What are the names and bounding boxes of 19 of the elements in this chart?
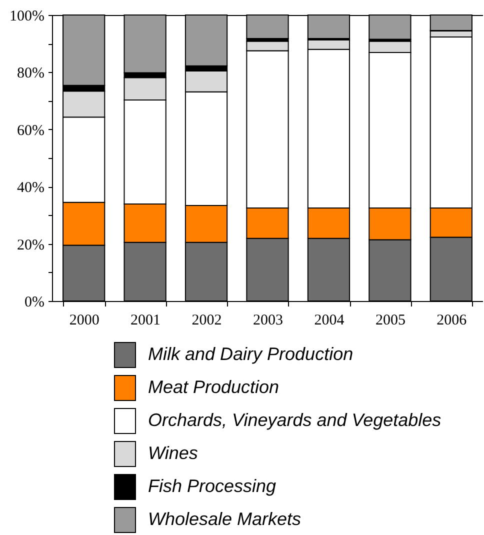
y-tick-label: 0%: [24, 294, 44, 310]
x-tick-label: 2002: [192, 312, 222, 328]
y-tick-label: 40%: [17, 180, 44, 196]
legend-label: Wines: [148, 443, 198, 463]
legend-label: Wholesale Markets: [148, 509, 302, 529]
y-tick-label: 100%: [10, 8, 44, 24]
x-tick-label: 2004: [314, 312, 345, 328]
x-tick-label: 2006: [436, 312, 468, 328]
y-tick-label: 60%: [17, 122, 44, 139]
x-tick-label: 2000: [69, 312, 100, 328]
legend-label: Milk and Dairy Production: [148, 344, 354, 364]
y-tick-label: 80%: [17, 66, 44, 82]
x-tick-label: 2005: [375, 312, 406, 328]
legend-label: Orchards, Vineyards and Vegetables: [148, 410, 442, 430]
x-tick-label: 2001: [130, 312, 161, 328]
legend-label: Fish Processing: [148, 476, 276, 496]
y-tick-label: 20%: [17, 237, 44, 254]
legend-label: Meat Production: [148, 377, 280, 397]
x-tick-label: 2003: [253, 312, 283, 328]
